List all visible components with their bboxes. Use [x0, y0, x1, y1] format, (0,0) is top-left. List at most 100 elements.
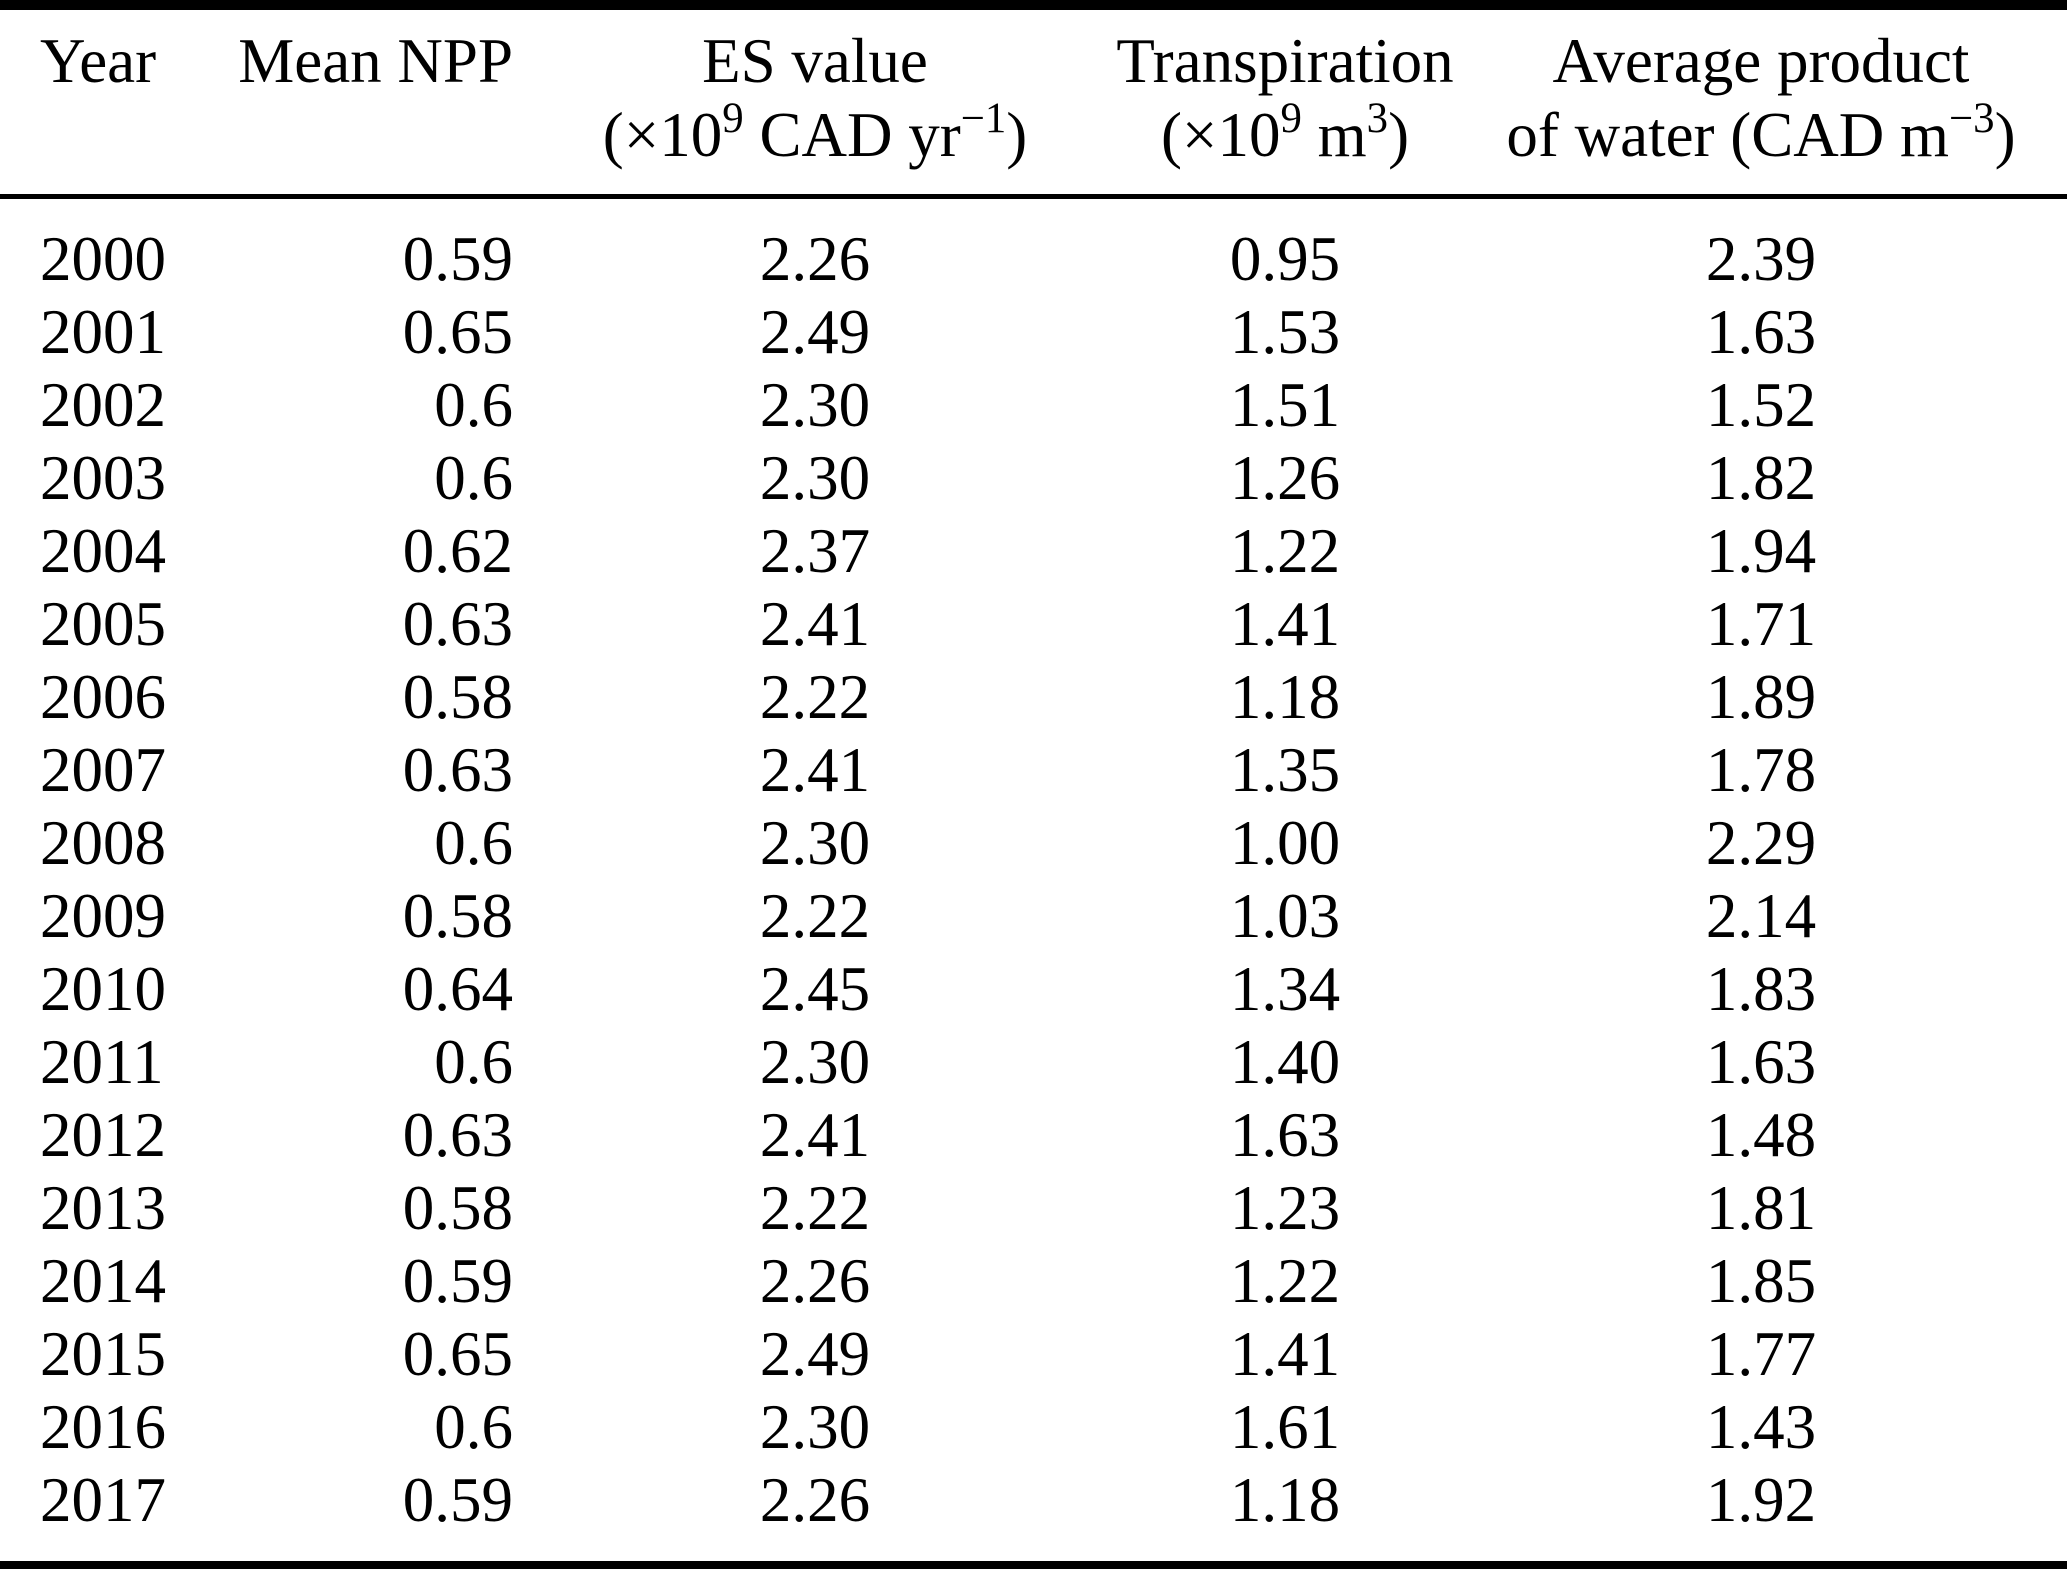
value-cell: 1.23: [1229, 1173, 1341, 1243]
value-cell: 2.30: [759, 808, 871, 878]
value-cell: 1.43: [1705, 1392, 1817, 1462]
value-cell: 2.22: [759, 1173, 871, 1243]
year-cell: 2002: [40, 370, 166, 440]
column-unit: (×109 m3): [1160, 95, 1410, 170]
value-cell: 1.85: [1705, 1246, 1817, 1316]
year-cell: 2016: [40, 1392, 166, 1462]
value-cell: 0.58: [402, 881, 513, 951]
value-cell: 1.81: [1705, 1173, 1817, 1243]
value-cell: 2.49: [759, 297, 871, 367]
table-row: 2013 0.58 2.22 1.23 1.81: [0, 1172, 2067, 1245]
table-header: Year Mean NPP ES value (×109 CAD yr−1) Trans…: [0, 5, 2067, 197]
value-cell: 1.63: [1229, 1100, 1341, 1170]
value-cell: 2.30: [759, 1392, 871, 1462]
value-cell: 1.22: [1229, 1246, 1341, 1316]
value-cell: 1.00: [1229, 808, 1341, 878]
table-row: 2003 0.6 2.30 1.26 1.82: [0, 442, 2067, 515]
year-cell: 2009: [40, 881, 166, 951]
value-cell: 1.94: [1705, 516, 1817, 586]
column-header-es-value: ES value (×109 CAD yr−1): [515, 5, 1115, 197]
value-cell: 1.53: [1229, 297, 1341, 367]
value-cell: 1.83: [1705, 954, 1817, 1024]
year-cell: 2017: [40, 1465, 166, 1535]
table-row: 2006 0.58 2.22 1.18 1.89: [0, 661, 2067, 734]
value-cell: 1.63: [1705, 297, 1817, 367]
value-cell: 0.59: [402, 1465, 513, 1535]
column-label: Year: [40, 26, 157, 96]
value-cell: 1.48: [1705, 1100, 1817, 1170]
value-cell: 2.41: [759, 589, 871, 659]
table-body: 2000 0.59 2.26 0.95 2.39 2001 0.65 2.49 1.53 1.63…: [0, 197, 2067, 1566]
year-cell: 2004: [40, 516, 166, 586]
table-row: 2010 0.64 2.45 1.34 1.83: [0, 953, 2067, 1026]
value-cell: 2.26: [759, 1246, 871, 1316]
year-cell: 2000: [40, 224, 166, 294]
value-cell: 2.26: [759, 224, 871, 294]
value-cell: 1.63: [1705, 1027, 1817, 1097]
value-cell: 1.22: [1229, 516, 1341, 586]
value-cell: 0.64: [402, 954, 513, 1024]
value-cell: 2.49: [759, 1319, 871, 1389]
value-cell: 0.62: [402, 516, 513, 586]
table-row: 2012 0.63 2.41 1.63 1.48: [0, 1099, 2067, 1172]
year-cell: 2012: [40, 1100, 166, 1170]
value-cell: 0.6: [434, 370, 513, 440]
value-cell: 0.63: [402, 1100, 513, 1170]
value-cell: 1.41: [1229, 589, 1341, 659]
table-row: 2016 0.6 2.30 1.61 1.43: [0, 1391, 2067, 1464]
column-unit: of water (CAD m−3): [1506, 95, 2016, 170]
value-cell: 2.30: [759, 370, 871, 440]
value-cell: 1.61: [1229, 1392, 1341, 1462]
value-cell: 0.59: [402, 224, 513, 294]
value-cell: 2.30: [759, 1027, 871, 1097]
value-cell: 1.41: [1229, 1319, 1341, 1389]
table-row: 2007 0.63 2.41 1.35 1.78: [0, 734, 2067, 807]
column-label: Average product: [1552, 26, 1970, 96]
table-row: 2015 0.65 2.49 1.41 1.77: [0, 1318, 2067, 1391]
column-header-average-product: Average product of water (CAD m−3): [1455, 5, 2067, 197]
table-row: 2009 0.58 2.22 1.03 2.14: [0, 880, 2067, 953]
table-row: 2008 0.6 2.30 1.00 2.29: [0, 807, 2067, 880]
value-cell: 0.58: [402, 1173, 513, 1243]
value-cell: 1.77: [1705, 1319, 1817, 1389]
value-cell: 0.6: [434, 1392, 513, 1462]
value-cell: 1.40: [1229, 1027, 1341, 1097]
value-cell: 0.6: [434, 808, 513, 878]
value-cell: 0.65: [402, 1319, 513, 1389]
value-cell: 2.22: [759, 662, 871, 732]
column-header-mean-npp: Mean NPP: [180, 5, 515, 197]
year-cell: 2001: [40, 297, 166, 367]
value-cell: 0.6: [434, 1027, 513, 1097]
table-row: 2011 0.6 2.30 1.40 1.63: [0, 1026, 2067, 1099]
value-cell: 1.71: [1705, 589, 1817, 659]
value-cell: 1.03: [1229, 881, 1341, 951]
value-cell: 1.51: [1229, 370, 1341, 440]
value-cell: 1.18: [1229, 662, 1341, 732]
year-cell: 2008: [40, 808, 166, 878]
table-row: 2004 0.62 2.37 1.22 1.94: [0, 515, 2067, 588]
column-header-year: Year: [0, 5, 180, 197]
year-cell: 2005: [40, 589, 166, 659]
year-cell: 2007: [40, 735, 166, 805]
value-cell: 0.95: [1229, 224, 1341, 294]
value-cell: 1.26: [1229, 443, 1341, 513]
value-cell: 0.63: [402, 735, 513, 805]
value-cell: 2.41: [759, 735, 871, 805]
year-cell: 2014: [40, 1246, 166, 1316]
value-cell: 0.63: [402, 589, 513, 659]
value-cell: 2.45: [759, 954, 871, 1024]
value-cell: 0.6: [434, 443, 513, 513]
table-row: 2017 0.59 2.26 1.18 1.92: [0, 1464, 2067, 1565]
column-label: Mean NPP: [238, 26, 513, 96]
table-row: 2014 0.59 2.26 1.22 1.85: [0, 1245, 2067, 1318]
column-unit: (×109 CAD yr−1): [602, 95, 1028, 170]
column-label: Transpiration: [1116, 26, 1454, 96]
value-cell: 2.29: [1705, 808, 1817, 878]
year-cell: 2006: [40, 662, 166, 732]
value-cell: 0.59: [402, 1246, 513, 1316]
value-cell: 2.14: [1705, 881, 1817, 951]
value-cell: 1.35: [1229, 735, 1341, 805]
year-cell: 2011: [40, 1027, 164, 1097]
table-row: 2000 0.59 2.26 0.95 2.39: [0, 197, 2067, 297]
table-row: 2005 0.63 2.41 1.41 1.71: [0, 588, 2067, 661]
